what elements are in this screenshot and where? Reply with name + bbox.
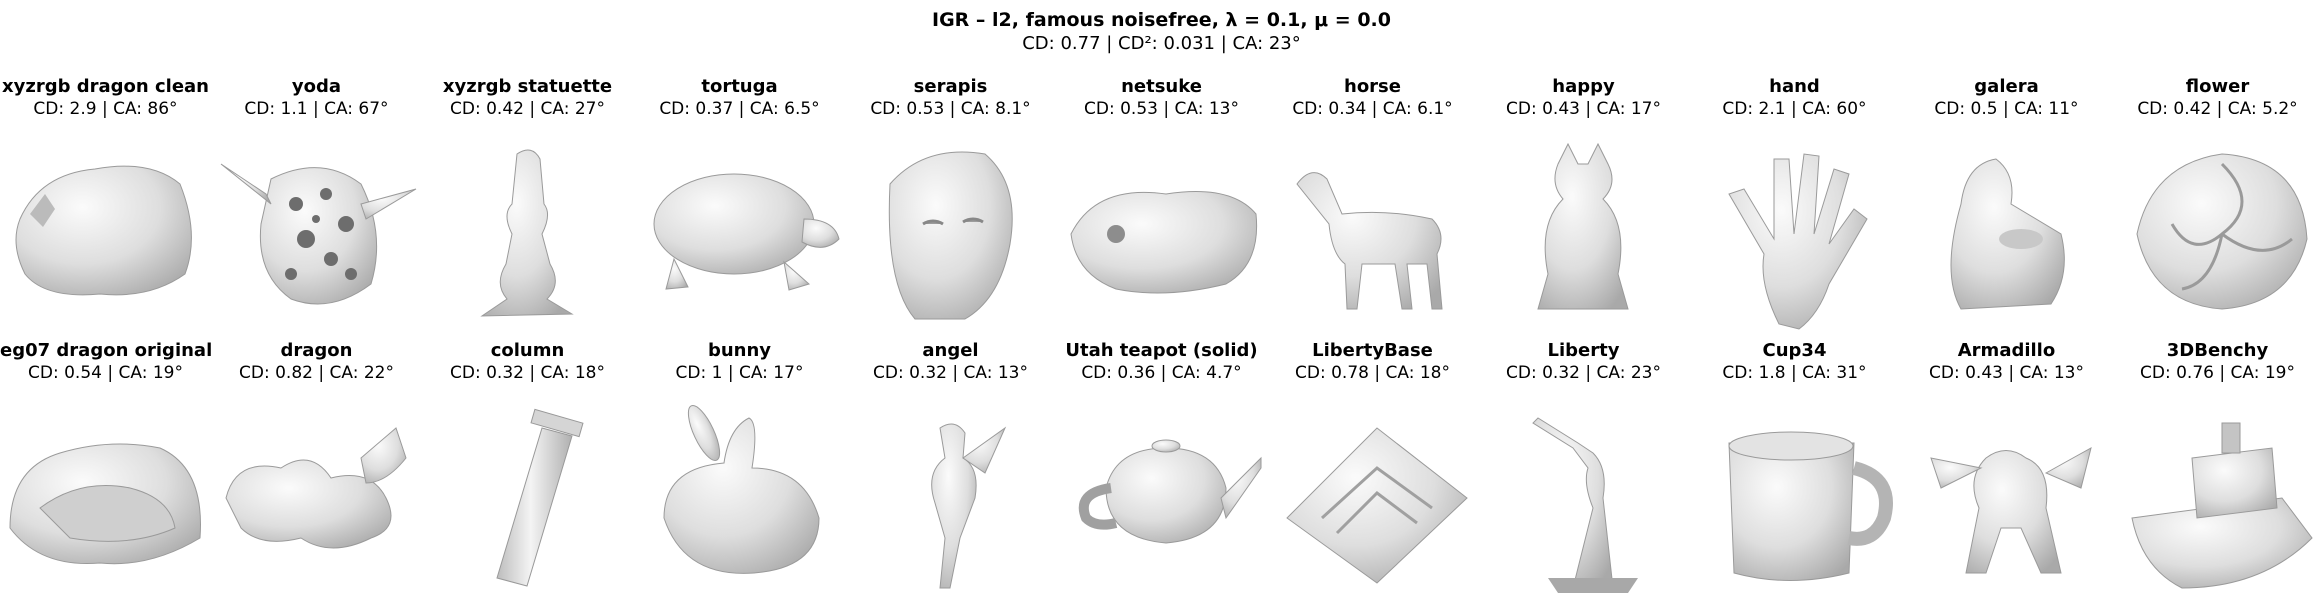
model-name: eg07 dragon original xyxy=(0,340,213,361)
model-metrics: CD: 0.32 | CA: 23° xyxy=(1506,363,1661,383)
turtle-icon xyxy=(653,173,840,291)
model-name: angel xyxy=(922,340,979,361)
model-metrics: CD: 0.43 | CA: 17° xyxy=(1506,99,1661,119)
model-metrics: CD: 1 | CA: 17° xyxy=(675,363,804,383)
model-name: column xyxy=(490,340,565,361)
boat-icon xyxy=(2131,422,2313,589)
armadillo-icon xyxy=(1930,447,2092,574)
bust-icon xyxy=(888,151,1013,320)
model-name: netsuke xyxy=(1121,76,1202,97)
model-name: xyzrgb dragon clean xyxy=(2,76,209,97)
model-tile: LibertyBase CD: 0.78 | CA: 18° xyxy=(1267,340,1478,600)
figure-header: IGR – l2, famous noisefree, λ = 0.1, μ =… xyxy=(0,8,2323,56)
model-tile: horse CD: 0.34 | CA: 6.1° xyxy=(1267,76,1478,336)
model-metrics: CD: 2.1 | CA: 60° xyxy=(1722,99,1867,119)
model-tile: yoda CD: 1.1 | CA: 67° xyxy=(211,76,422,336)
model-name: bunny xyxy=(707,340,772,361)
model-tile: xyzrgb dragon clean CD: 2.9 | CA: 86° xyxy=(0,76,211,336)
dragon-icon xyxy=(225,427,407,549)
model-metrics: CD: 0.34 | CA: 6.1° xyxy=(1292,99,1453,119)
model-tile: hand CD: 2.1 | CA: 60° xyxy=(1689,76,1900,336)
render-grid: xyzrgb dragon clean CD: 2.9 | CA: 86° yoda… xyxy=(0,76,2323,601)
galera-icon xyxy=(1950,158,2065,310)
buddha-icon xyxy=(1537,142,1629,310)
model-metrics: CD: 0.53 | CA: 8.1° xyxy=(870,99,1031,119)
model-metrics: CD: 1.8 | CA: 31° xyxy=(1722,363,1867,383)
model-metrics: CD: 1.1 | CA: 67° xyxy=(244,99,389,119)
hand-icon xyxy=(1728,153,1868,330)
porous-head-icon xyxy=(220,163,417,305)
netsuke-icon xyxy=(1070,191,1258,294)
model-name: Utah teapot (solid) xyxy=(1065,340,1258,361)
bunny-icon xyxy=(663,404,820,574)
model-tile: serapis CD: 0.53 | CA: 8.1° xyxy=(845,76,1056,336)
model-metrics: CD: 0.43 | CA: 13° xyxy=(1929,363,2084,383)
column-icon xyxy=(496,408,584,587)
model-tile: flower CD: 0.42 | CA: 5.2° xyxy=(2112,76,2323,336)
model-metrics: CD: 0.53 | CA: 13° xyxy=(1084,99,1239,119)
model-metrics: CD: 0.32 | CA: 13° xyxy=(873,363,1028,383)
model-metrics: CD: 0.54 | CA: 19° xyxy=(28,363,183,383)
dragon-shell-icon xyxy=(9,443,201,565)
model-name: LibertyBase xyxy=(1312,340,1433,361)
model-name: Liberty xyxy=(1547,340,1620,361)
horse-icon xyxy=(1296,172,1443,310)
model-tile: eg07 dragon original CD: 0.54 | CA: 19° xyxy=(0,340,213,600)
model-name: xyzrgb statuette xyxy=(442,76,613,97)
liberty-icon xyxy=(1532,417,1638,593)
model-metrics: CD: 0.76 | CA: 19° xyxy=(2140,363,2295,383)
model-tile: column CD: 0.32 | CA: 18° xyxy=(422,340,633,600)
model-tile: dragon CD: 0.82 | CA: 22° xyxy=(211,340,422,600)
model-metrics: CD: 0.78 | CA: 18° xyxy=(1295,363,1450,383)
model-tile: Utah teapot (solid) CD: 0.36 | CA: 4.7° xyxy=(1056,340,1267,600)
model-metrics: CD: 0.82 | CA: 22° xyxy=(239,363,394,383)
model-name: serapis xyxy=(913,76,988,97)
model-tile: galera CD: 0.5 | CA: 11° xyxy=(1901,76,2112,336)
model-metrics: CD: 0.37 | CA: 6.5° xyxy=(659,99,820,119)
model-tile: Cup34 CD: 1.8 | CA: 31° xyxy=(1689,340,1900,600)
statuette-icon xyxy=(480,149,574,317)
model-tile: netsuke CD: 0.53 | CA: 13° xyxy=(1056,76,1267,336)
model-tile: tortuga CD: 0.37 | CA: 6.5° xyxy=(634,76,845,336)
blob-icon xyxy=(15,165,192,296)
pedestal-icon xyxy=(1286,427,1468,584)
model-name: galera xyxy=(1974,76,2039,97)
model-name: flower xyxy=(2185,76,2250,97)
angel-icon xyxy=(931,423,1007,589)
model-tile: Liberty CD: 0.32 | CA: 23° xyxy=(1478,340,1689,600)
model-name: 3DBenchy xyxy=(2166,340,2269,361)
model-name: happy xyxy=(1552,76,1615,97)
figure-subtitle: CD: 0.77 | CD²: 0.031 | CA: 23° xyxy=(1022,33,1301,54)
model-tile: xyzrgb statuette CD: 0.42 | CA: 27° xyxy=(422,76,633,336)
model-tile: 3DBenchy CD: 0.76 | CA: 19° xyxy=(2112,340,2323,600)
model-name: tortuga xyxy=(701,76,778,97)
teapot-icon xyxy=(1078,439,1262,544)
model-metrics: CD: 0.42 | CA: 27° xyxy=(450,99,605,119)
model-name: hand xyxy=(1769,76,1820,97)
flower-icon xyxy=(2136,153,2308,310)
model-metrics: CD: 0.36 | CA: 4.7° xyxy=(1081,363,1242,383)
model-name: yoda xyxy=(291,76,342,97)
model-name: horse xyxy=(1344,76,1401,97)
model-metrics: CD: 0.32 | CA: 18° xyxy=(450,363,605,383)
model-metrics: CD: 2.9 | CA: 86° xyxy=(33,99,178,119)
figure-title: IGR – l2, famous noisefree, λ = 0.1, μ =… xyxy=(932,9,1391,31)
model-tile: angel CD: 0.32 | CA: 13° xyxy=(845,340,1056,600)
cup-icon xyxy=(1728,431,1893,581)
model-name: dragon xyxy=(280,340,353,361)
model-name: Cup34 xyxy=(1762,340,1827,361)
model-metrics: CD: 0.5 | CA: 11° xyxy=(1934,99,2079,119)
model-tile: Armadillo CD: 0.43 | CA: 13° xyxy=(1901,340,2112,600)
model-tile: bunny CD: 1 | CA: 17° xyxy=(634,340,845,600)
model-name: Armadillo xyxy=(1957,340,2056,361)
model-tile: happy CD: 0.43 | CA: 17° xyxy=(1478,76,1689,336)
model-metrics: CD: 0.42 | CA: 5.2° xyxy=(2137,99,2298,119)
